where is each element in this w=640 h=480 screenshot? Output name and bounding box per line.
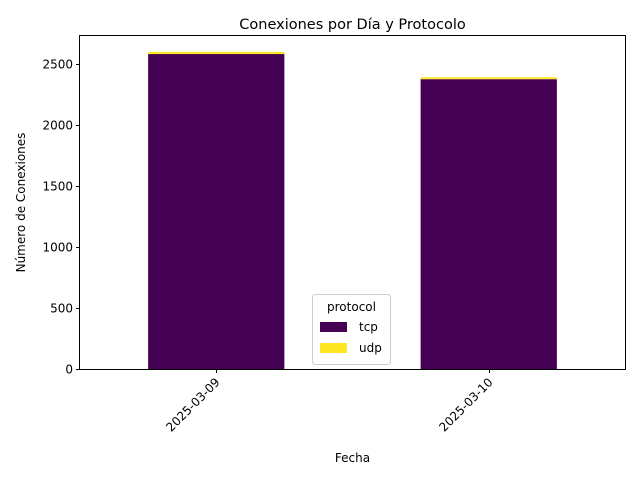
x-axis: 2025-03-09 2025-03-10: [163, 369, 496, 434]
legend-title: protocol: [327, 300, 376, 314]
bar-udp-2025-03-09: [148, 51, 285, 55]
x-tick-label: 2025-03-10: [436, 375, 495, 434]
y-tick-label: 0: [65, 363, 73, 377]
y-tick-label: 1500: [42, 180, 73, 194]
legend-swatch-udp: [320, 343, 347, 353]
plot-frame: [79, 35, 626, 370]
legend-swatch-tcp: [320, 322, 347, 332]
bar-tcp-2025-03-09: [148, 54, 285, 370]
y-axis-label: Número de Conexiones: [14, 133, 28, 273]
x-axis-label: Fecha: [335, 451, 370, 465]
y-tick-label: 2000: [42, 119, 73, 133]
x-tick-label: 2025-03-09: [163, 375, 222, 434]
legend-label-tcp: tcp: [359, 320, 378, 334]
y-tick-label: 2500: [42, 58, 73, 72]
legend-label-udp: udp: [359, 341, 382, 355]
legend: protocol tcp udp: [312, 294, 391, 365]
bars-layer: [148, 51, 557, 370]
chart-title: Conexiones por Día y Protocolo: [239, 17, 466, 33]
y-axis: 0 500 1000 1500 2000 2500: [42, 58, 80, 377]
legend-items: tcp udp: [320, 320, 382, 355]
bar-tcp-2025-03-10: [420, 79, 557, 369]
bar-udp-2025-03-10: [420, 77, 557, 80]
y-tick-label: 1000: [42, 241, 73, 255]
y-tick-label: 500: [50, 302, 73, 316]
